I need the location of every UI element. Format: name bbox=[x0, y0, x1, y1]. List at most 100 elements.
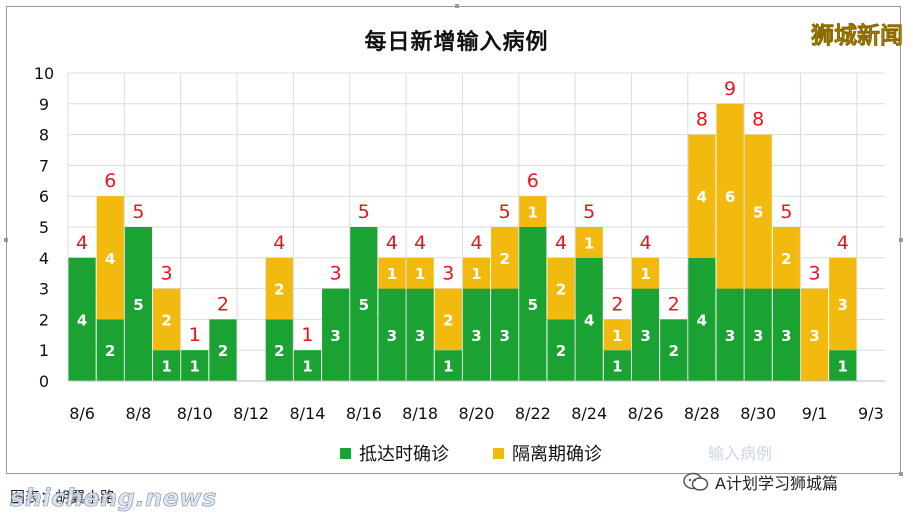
bar-value-label: 4 bbox=[77, 311, 87, 329]
bar-value-label: 1 bbox=[612, 358, 622, 376]
bar-total-label: 4 bbox=[837, 232, 849, 254]
y-tick-label: 5 bbox=[39, 218, 49, 237]
bar-arrival bbox=[153, 350, 181, 381]
bar-value-label: 1 bbox=[387, 265, 397, 283]
x-tick-label: 9/1 bbox=[802, 404, 828, 423]
bar-quarantine bbox=[829, 257, 857, 351]
bar-arrival bbox=[829, 350, 857, 381]
wechat-icon bbox=[683, 472, 709, 491]
bar-arrival bbox=[322, 288, 350, 381]
bar-arrival bbox=[547, 319, 575, 381]
chart-caption: 图表：胡翼小路 bbox=[10, 488, 116, 506]
bar-total-label: 8 bbox=[752, 109, 764, 131]
x-tick-label: 8/24 bbox=[571, 404, 607, 423]
bar-quarantine bbox=[631, 257, 660, 289]
bar-total-label: 3 bbox=[442, 263, 454, 285]
bar-value-label: 2 bbox=[105, 342, 115, 360]
x-tick-label: 8/14 bbox=[289, 404, 325, 423]
bar-value-label: 1 bbox=[443, 358, 453, 376]
bar-total-label: 1 bbox=[189, 324, 201, 346]
bar-quarantine bbox=[378, 257, 406, 289]
bar-value-label: 1 bbox=[415, 265, 425, 283]
bar-value-label: 2 bbox=[161, 311, 171, 329]
y-tick-label: 6 bbox=[39, 187, 49, 206]
bar-arrival bbox=[406, 288, 434, 381]
bar-arrival bbox=[491, 288, 519, 381]
legend-item-arrival: 抵达时确诊 bbox=[340, 440, 449, 466]
x-tick-label: 8/28 bbox=[684, 404, 720, 423]
bar-value-label: 3 bbox=[781, 327, 791, 345]
bar-total-label: 4 bbox=[555, 232, 567, 254]
bar-total-label: 2 bbox=[668, 293, 680, 315]
bar-value-label: 4 bbox=[105, 250, 115, 268]
x-tick-label: 8/20 bbox=[459, 404, 495, 423]
bar-quarantine bbox=[462, 257, 491, 289]
legend-ghost-text: 输入病例 bbox=[708, 444, 773, 463]
bar-arrival bbox=[603, 350, 631, 381]
bar-value-label: 1 bbox=[584, 234, 594, 252]
wechat-source: A计划学习狮城篇 bbox=[683, 470, 838, 494]
bar-arrival bbox=[378, 288, 406, 381]
resize-handle-bottom-right[interactable] bbox=[899, 472, 903, 476]
bar-quarantine bbox=[547, 257, 575, 320]
bar-value-label: 1 bbox=[838, 358, 848, 376]
resize-handle-right[interactable] bbox=[899, 238, 903, 242]
bar-value-label: 3 bbox=[415, 327, 425, 345]
x-tick-label: 8/26 bbox=[628, 404, 664, 423]
bar-value-label: 1 bbox=[161, 358, 171, 376]
y-tick-label: 9 bbox=[39, 95, 49, 114]
bar-quarantine bbox=[153, 288, 181, 351]
bar-value-label: 3 bbox=[471, 327, 481, 345]
bar-value-label: 2 bbox=[781, 250, 791, 268]
bar-arrival bbox=[434, 350, 462, 381]
bar-total-label: 2 bbox=[217, 293, 229, 315]
bar-arrival bbox=[181, 350, 209, 381]
bar-value-label: 2 bbox=[556, 342, 566, 360]
x-tick-label: 8/12 bbox=[233, 404, 269, 423]
bar-quarantine bbox=[716, 103, 744, 289]
bar-value-label: 3 bbox=[725, 327, 735, 345]
y-tick-label: 1 bbox=[39, 341, 49, 360]
bar-value-label: 4 bbox=[697, 188, 707, 206]
bar-quarantine bbox=[434, 288, 462, 351]
bar-value-label: 2 bbox=[668, 342, 678, 360]
resize-handle-left[interactable] bbox=[4, 238, 8, 242]
bar-arrival bbox=[265, 319, 293, 381]
bar-total-label: 1 bbox=[301, 324, 313, 346]
x-tick-label: 8/22 bbox=[515, 404, 551, 423]
bar-total-label: 5 bbox=[583, 201, 595, 223]
bar-value-label: 3 bbox=[330, 327, 340, 345]
bar-quarantine bbox=[265, 257, 293, 320]
bar-total-label: 4 bbox=[273, 232, 285, 254]
y-tick-label: 7 bbox=[39, 156, 49, 175]
bar-arrival bbox=[462, 288, 491, 381]
bar-value-label: 1 bbox=[528, 204, 538, 222]
bar-value-label: 3 bbox=[499, 327, 509, 345]
bar-value-label: 3 bbox=[387, 327, 397, 345]
bar-arrival bbox=[631, 288, 660, 381]
y-tick-label: 4 bbox=[39, 249, 49, 268]
bar-value-label: 2 bbox=[499, 250, 509, 268]
bar-quarantine bbox=[519, 196, 547, 227]
bar-total-label: 3 bbox=[161, 263, 173, 285]
bar-arrival bbox=[96, 319, 124, 381]
bar-total-label: 5 bbox=[780, 201, 792, 223]
y-tick-label: 10 bbox=[34, 64, 54, 83]
resize-handle-top[interactable] bbox=[455, 4, 459, 8]
wechat-account-name: A计划学习狮城篇 bbox=[715, 474, 838, 493]
bar-value-label: 2 bbox=[274, 342, 284, 360]
bar-quarantine bbox=[800, 288, 829, 381]
bar-value-label: 1 bbox=[471, 265, 481, 283]
site-watermark: shicheng.news bbox=[10, 484, 217, 513]
bar-arrival bbox=[68, 257, 96, 381]
bar-arrival bbox=[744, 288, 772, 381]
bar-quarantine bbox=[96, 196, 124, 320]
bar-value-label: 5 bbox=[133, 296, 143, 314]
bar-total-label: 6 bbox=[527, 170, 539, 192]
legend-label-quarantine: 隔离期确诊 bbox=[512, 444, 602, 465]
bar-value-label: 5 bbox=[359, 296, 369, 314]
bar-total-label: 4 bbox=[470, 232, 482, 254]
bar-quarantine bbox=[491, 227, 519, 289]
bar-value-label: 2 bbox=[443, 311, 453, 329]
bar-quarantine bbox=[744, 134, 772, 289]
